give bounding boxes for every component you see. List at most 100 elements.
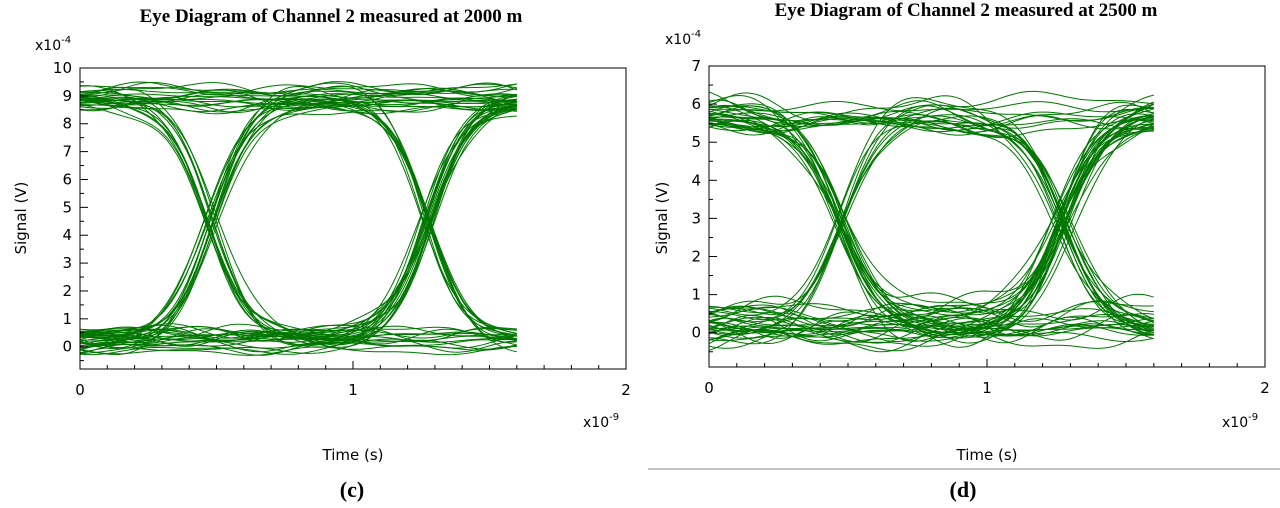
eye-trace [709,118,1154,336]
y-tick-label: 0 [691,324,701,342]
x-tick-label: 0 [75,381,85,399]
eye-trace [80,95,517,344]
eye-trace [709,327,1154,352]
y-tick-label: 0 [62,338,72,356]
eye-trace [709,92,1154,326]
eye-trace [80,99,517,350]
eye-trace [709,331,1154,342]
y-tick-label: 6 [62,170,72,188]
y-multiplier: x10-4 [665,29,701,48]
eye-trace [709,105,1154,332]
chart-title: Eye Diagram of Channel 2 measured at 250… [775,0,1158,21]
eye-trace [709,113,1154,322]
x-tick-label: 1 [348,381,358,399]
trace-group [80,81,517,356]
x-axis-label: Time (s) [956,446,1018,464]
eye-trace [709,111,1154,321]
y-multiplier: x10-4 [35,35,71,54]
y-tick-label: 9 [62,87,72,105]
y-tick-label: 4 [691,171,701,189]
eye-trace [80,105,517,333]
eye-trace [709,117,1154,130]
eye-trace [80,93,517,356]
eye-trace [80,87,517,338]
eye-trace [709,118,1154,331]
eye-trace [80,108,517,340]
eye-trace [80,99,517,355]
y-tick-label: 7 [62,143,72,161]
eye-trace [80,82,517,349]
x-tick-label: 2 [621,381,631,399]
chart-title: Eye Diagram of Channel 2 measured at 200… [140,6,523,27]
eye-trace [80,104,517,355]
eye-trace [80,93,517,347]
eye-trace [80,104,517,341]
eye-trace [80,89,517,350]
eye-trace [709,119,1154,336]
eye-trace [80,97,517,336]
eye-trace [709,115,1154,331]
eye-trace [80,103,517,342]
y-tick-label: 1 [691,286,701,304]
y-tick-label: 2 [691,248,701,266]
plot-area: 0 1 2 3 4 5 6 7 8 9 10 0 1 2 [53,59,631,399]
eye-trace [80,108,517,347]
y-tick-label: 3 [62,254,72,272]
y-tick-label: 1 [62,310,72,328]
y-tick-label: 5 [691,133,701,151]
eye-trace [709,123,1155,323]
eye-trace [80,104,517,351]
x-multiplier: x10-9 [1222,412,1258,431]
eye-trace [709,106,1154,123]
eye-trace [709,123,1154,339]
x-axis: 0 1 2 [704,359,1270,397]
eye-trace [709,316,1154,337]
eye-trace [80,98,517,340]
eye-trace [709,115,1154,135]
eye-trace [80,104,517,339]
eye-trace [709,94,1154,336]
eye-trace [709,116,1154,344]
y-tick-label: 6 [691,95,701,113]
eye-trace [709,107,1154,316]
eye-trace [709,110,1154,329]
eye-trace [80,94,517,345]
y-axis-label: Signal (V) [12,182,30,255]
eye-trace [80,89,517,341]
y-axis: 0 1 2 3 4 5 6 7 8 9 10 [53,59,88,362]
y-tick-label: 3 [691,209,701,227]
eye-trace [709,313,1155,343]
eye-trace [709,115,1154,321]
eye-trace [709,116,1154,331]
eye-trace [80,103,517,356]
y-tick-label: 10 [53,59,72,77]
eye-trace [709,115,1154,332]
y-tick-label: 7 [691,57,701,75]
x-axis-label: Time (s) [322,446,384,464]
eye-trace [80,100,517,337]
eye-trace [709,122,1154,327]
eye-trace [80,96,517,340]
y-tick-label: 2 [62,282,72,300]
eye-trace [80,95,517,348]
eye-trace [80,100,517,336]
eye-trace [80,105,517,346]
eye-trace [80,98,517,341]
y-tick-label: 4 [62,226,72,244]
y-tick-label: 8 [62,115,72,133]
eye-trace [709,101,1154,342]
eye-trace [709,115,1154,339]
x-tick-label: 2 [1260,379,1270,397]
eye-trace [709,111,1154,321]
eye-trace [80,101,517,113]
eye-trace [80,104,517,341]
eye-trace [80,103,517,337]
eye-trace [80,96,517,345]
panel-c: Eye Diagram of Channel 2 measured at 200… [12,6,631,502]
eye-trace [80,86,517,349]
eye-trace [709,103,1154,343]
eye-trace [80,95,517,342]
eye-trace [80,98,517,349]
eye-trace [80,85,517,350]
